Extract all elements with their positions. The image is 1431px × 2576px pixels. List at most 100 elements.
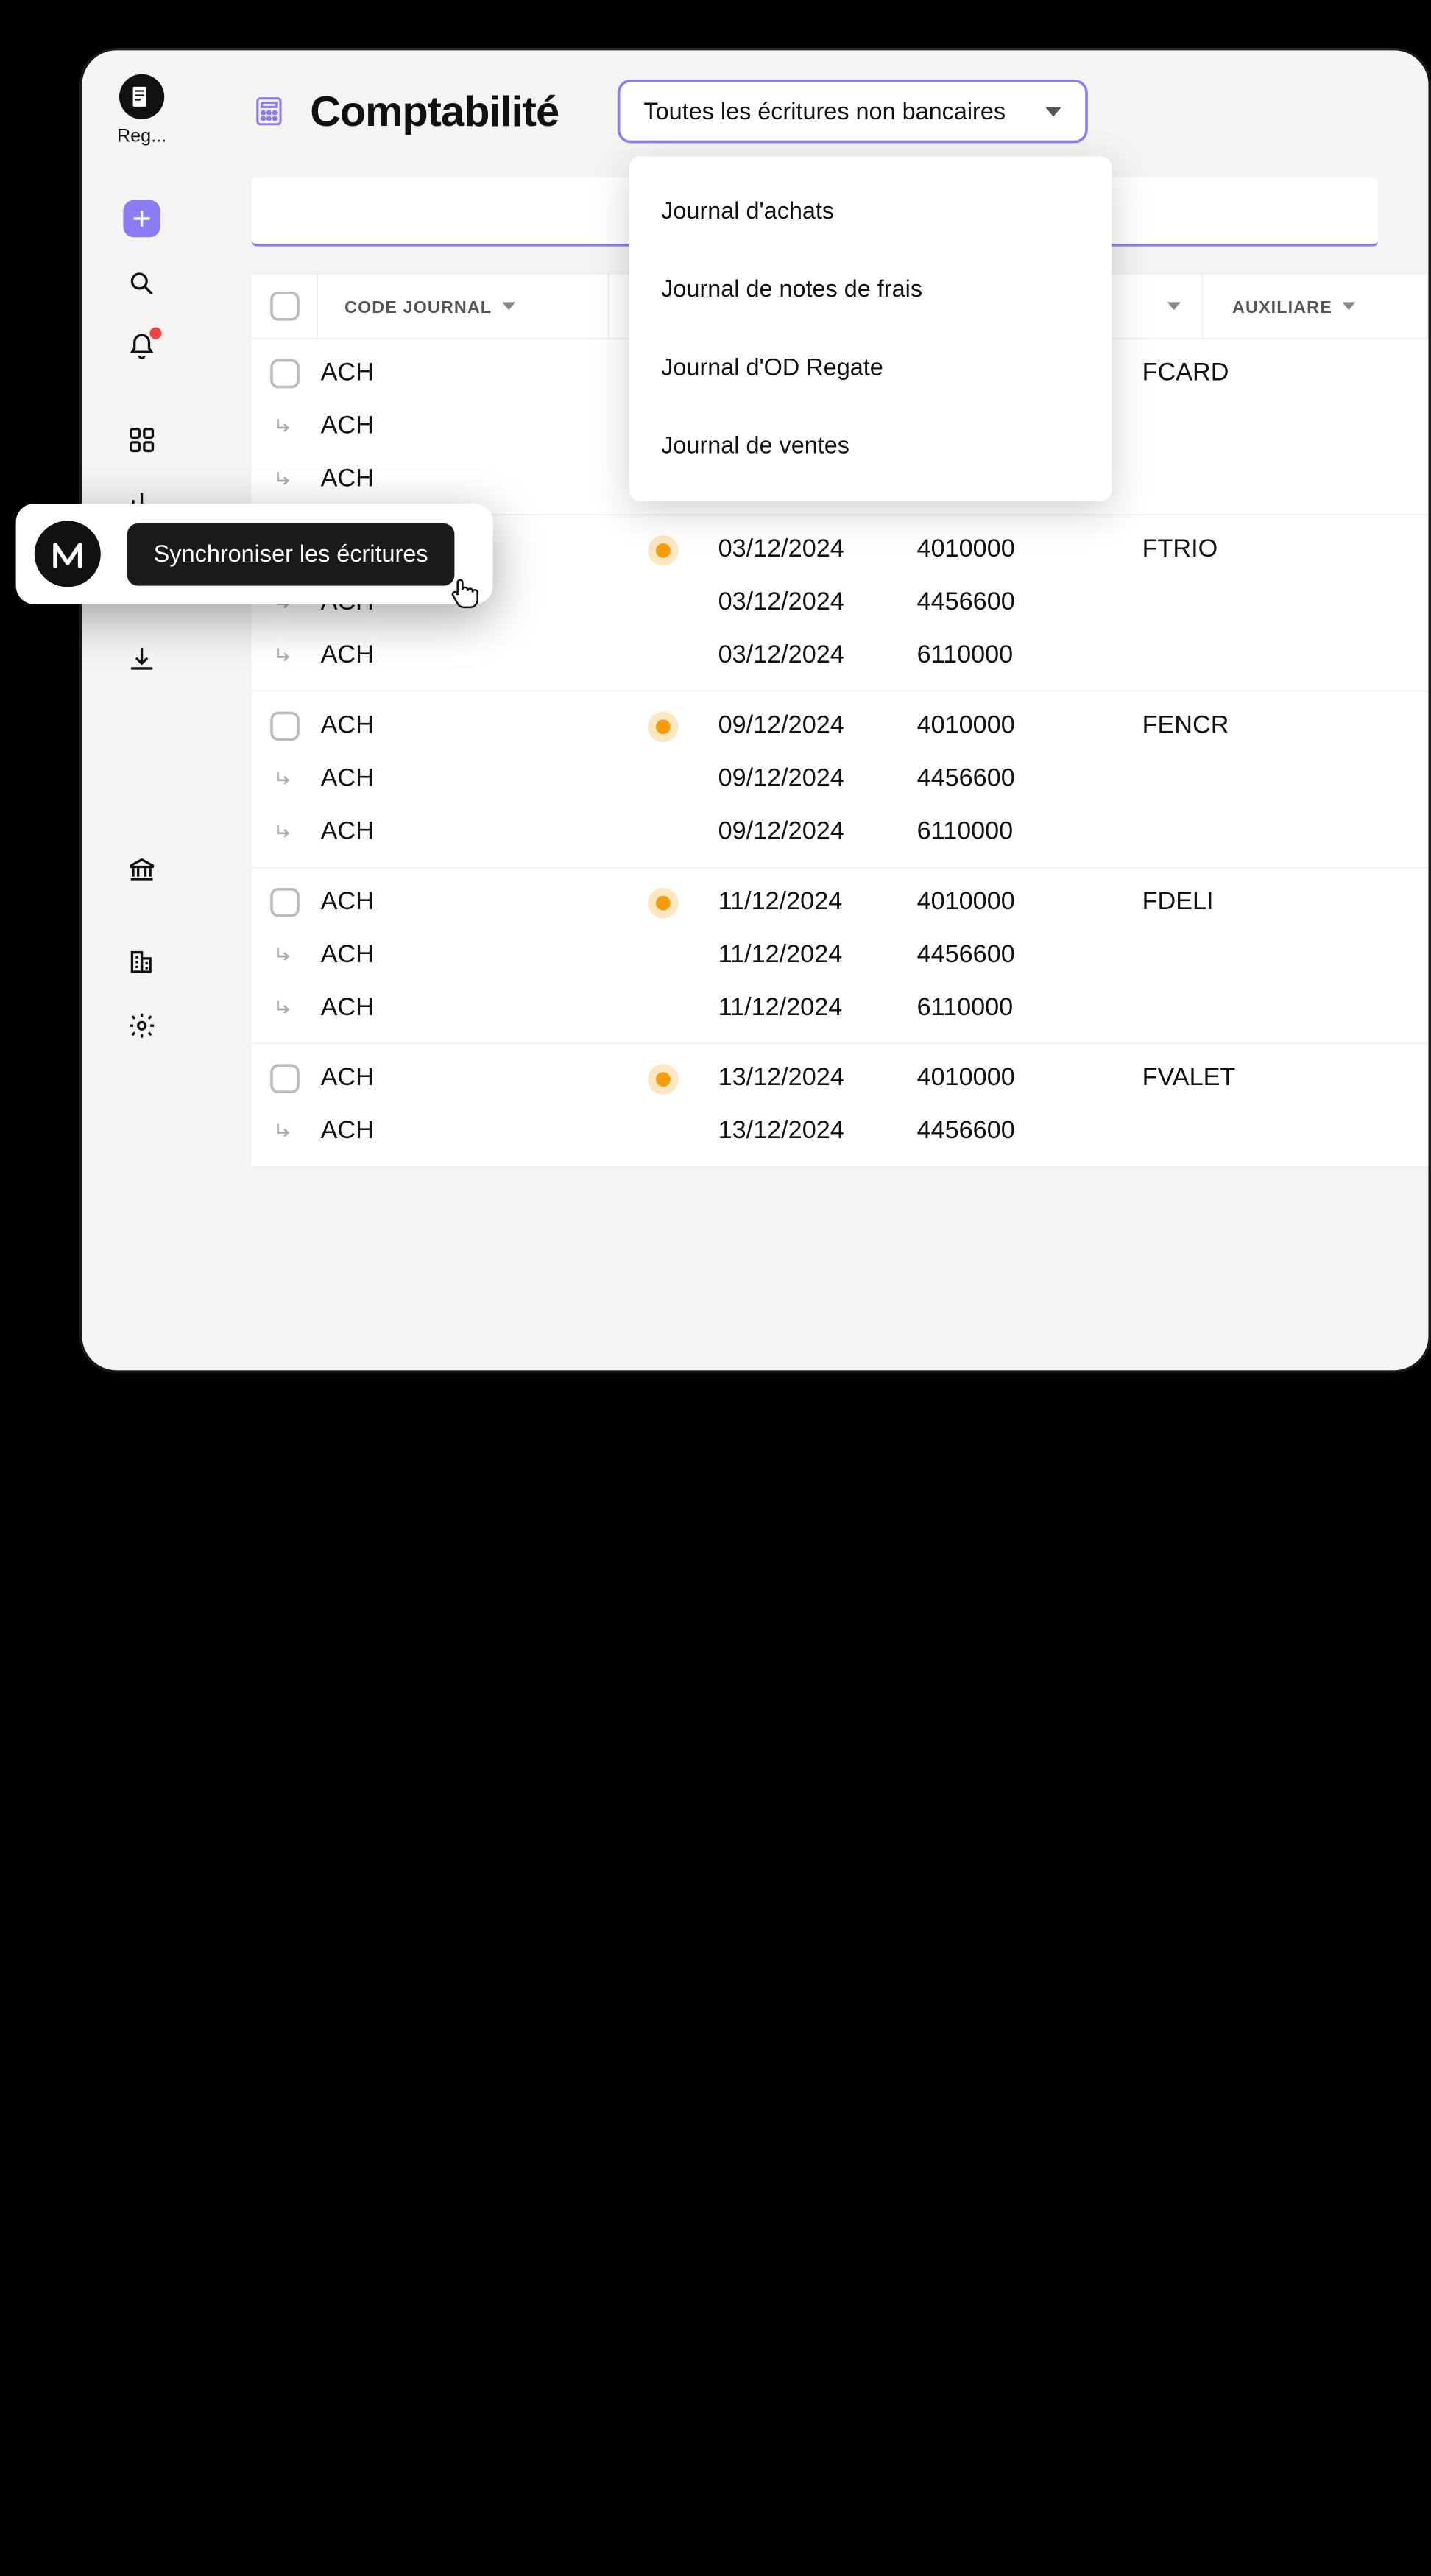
cell-account: 4456600	[901, 765, 1126, 794]
table-row[interactable]: ACH 09/12/20244456600	[252, 752, 1428, 805]
filter-dropdown[interactable]: Toutes les écritures non bancaires	[617, 80, 1087, 143]
row-checkbox[interactable]	[270, 359, 300, 389]
status-dot-icon	[655, 895, 670, 910]
table-row[interactable]: ACH 09/12/20244010000FENCR	[252, 699, 1428, 752]
cell-date: 09/12/2024	[702, 712, 901, 741]
sub-entry-arrow-icon	[270, 994, 300, 1023]
table-row[interactable]: ACH11/12/20244010000FDELI	[252, 876, 1428, 929]
cell-auxiliare: FCARD	[1126, 359, 1352, 389]
sync-provider-logo-icon	[35, 521, 101, 587]
cursor-hand-icon	[445, 573, 485, 613]
cell-date: 03/12/2024	[702, 641, 901, 671]
cell-date: 11/12/2024	[702, 941, 901, 970]
cell-date: 09/12/2024	[702, 765, 901, 794]
row-checkbox[interactable]	[270, 712, 300, 741]
select-all-header[interactable]	[252, 275, 318, 338]
cell-auxiliare: FTRIO	[1126, 535, 1352, 565]
cell-code-journal: ACH	[321, 412, 374, 442]
bank-icon[interactable]	[124, 852, 159, 886]
table-row[interactable]: ACH 09/12/20246110000	[252, 805, 1428, 858]
page-header: Comptabilité Toutes les écritures non ba…	[202, 74, 1429, 149]
sub-entry-arrow-icon	[270, 641, 300, 671]
add-button[interactable]	[123, 200, 160, 237]
row-checkbox[interactable]	[270, 888, 300, 917]
cell-account: 4010000	[901, 712, 1126, 741]
sub-entry-arrow-icon	[270, 765, 300, 794]
status-dot-icon	[655, 543, 670, 557]
cell-account: 6110000	[901, 818, 1126, 847]
cell-account: 4456600	[901, 1117, 1126, 1146]
sync-entries-button[interactable]: Synchroniser les écritures	[127, 523, 455, 585]
cell-code-journal: ACH	[321, 888, 374, 917]
table-row[interactable]: ACH 11/12/20244456600	[252, 929, 1428, 982]
apps-icon[interactable]	[124, 423, 159, 457]
sub-entry-arrow-icon	[270, 818, 300, 847]
table-group: ACH09/12/20244010000FENCRACH09/12/202444…	[252, 692, 1428, 868]
table-group: ACH11/12/20244010000FDELIACH11/12/202444…	[252, 868, 1428, 1044]
status-dot-icon	[655, 1071, 670, 1086]
cell-code-journal: ACH	[321, 1117, 374, 1146]
column-code-journal[interactable]: CODE JOURNAL	[318, 275, 610, 338]
cell-code-journal: ACH	[321, 994, 374, 1023]
sub-entry-arrow-icon	[270, 412, 300, 442]
app-window: Reg...	[80, 48, 1431, 1373]
cell-code-journal: ACH	[321, 712, 374, 741]
calculator-icon	[252, 94, 286, 129]
cell-auxiliare: FENCR	[1126, 712, 1352, 741]
notifications-icon[interactable]	[124, 330, 159, 364]
cell-date: 03/12/2024	[702, 535, 901, 565]
settings-icon[interactable]	[124, 1009, 159, 1043]
search-icon[interactable]	[124, 267, 159, 301]
sort-icon	[1343, 302, 1356, 310]
cell-date: 13/12/2024	[702, 1064, 901, 1093]
sync-card: Synchroniser les écritures	[16, 504, 493, 604]
cell-auxiliare: FVALET	[1126, 1064, 1352, 1093]
cell-date: 09/12/2024	[702, 818, 901, 847]
dropdown-item[interactable]: Journal de notes de frais	[629, 250, 1112, 328]
dropdown-item[interactable]: Journal de ventes	[629, 407, 1112, 485]
cell-account: 4010000	[901, 535, 1126, 565]
table-group: ACH 13/12/20244010000FVALET ACH 13/12/20244…	[252, 1044, 1428, 1167]
cell-date: 11/12/2024	[702, 888, 901, 917]
sort-icon	[503, 302, 516, 310]
sub-entry-arrow-icon	[270, 941, 300, 970]
cell-code-journal: ACH	[321, 818, 374, 847]
row-checkbox[interactable]	[270, 1064, 300, 1093]
cell-code-journal: ACH	[321, 765, 374, 794]
cell-account: 4456600	[901, 941, 1126, 970]
select-all-checkbox[interactable]	[269, 292, 299, 321]
cell-date: 11/12/2024	[702, 994, 901, 1023]
company-icon[interactable]	[124, 945, 159, 979]
cell-date: 03/12/2024	[702, 588, 901, 618]
column-auxiliare[interactable]: AUXILIARE	[1203, 275, 1428, 338]
cell-account: 6110000	[901, 641, 1126, 671]
cell-account: 4010000	[901, 888, 1126, 917]
brand-label: Reg...	[117, 124, 166, 146]
notification-badge	[149, 328, 161, 339]
table-row[interactable]: ACH 13/12/20244010000FVALET	[252, 1052, 1428, 1105]
dropdown-item[interactable]: Journal d'OD Regate	[629, 328, 1112, 406]
status-dot-icon	[655, 719, 670, 734]
cell-code-journal: ACH	[321, 641, 374, 671]
cell-code-journal: ACH	[321, 1064, 374, 1093]
table-row[interactable]: ACH 13/12/20244456600	[252, 1105, 1428, 1158]
table-row[interactable]: ACH 03/12/20246110000	[252, 629, 1428, 682]
page-title: Comptabilité	[310, 87, 559, 136]
sub-entry-arrow-icon	[270, 465, 300, 495]
download-icon[interactable]	[124, 643, 159, 677]
sidebar: Reg...	[82, 50, 202, 1370]
cell-code-journal: ACH	[321, 941, 374, 970]
table-row[interactable]: ACH 11/12/20246110000	[252, 982, 1428, 1035]
main-content: Comptabilité Toutes les écritures non ba…	[202, 50, 1429, 1370]
dropdown-item[interactable]: Journal d'achats	[629, 172, 1112, 250]
cell-code-journal: ACH	[321, 359, 374, 389]
chevron-down-icon	[1045, 107, 1061, 116]
filter-dropdown-label: Toutes les écritures non bancaires	[643, 97, 1006, 125]
cell-account: 4010000	[901, 1064, 1126, 1093]
sub-entry-arrow-icon	[270, 1117, 300, 1146]
cell-date: 13/12/2024	[702, 1117, 901, 1146]
filter-dropdown-menu: Journal d'achats Journal de notes de fra…	[629, 156, 1112, 501]
cell-account: 6110000	[901, 994, 1126, 1023]
brand-logo-icon[interactable]	[119, 74, 164, 119]
cell-code-journal: ACH	[321, 465, 374, 495]
